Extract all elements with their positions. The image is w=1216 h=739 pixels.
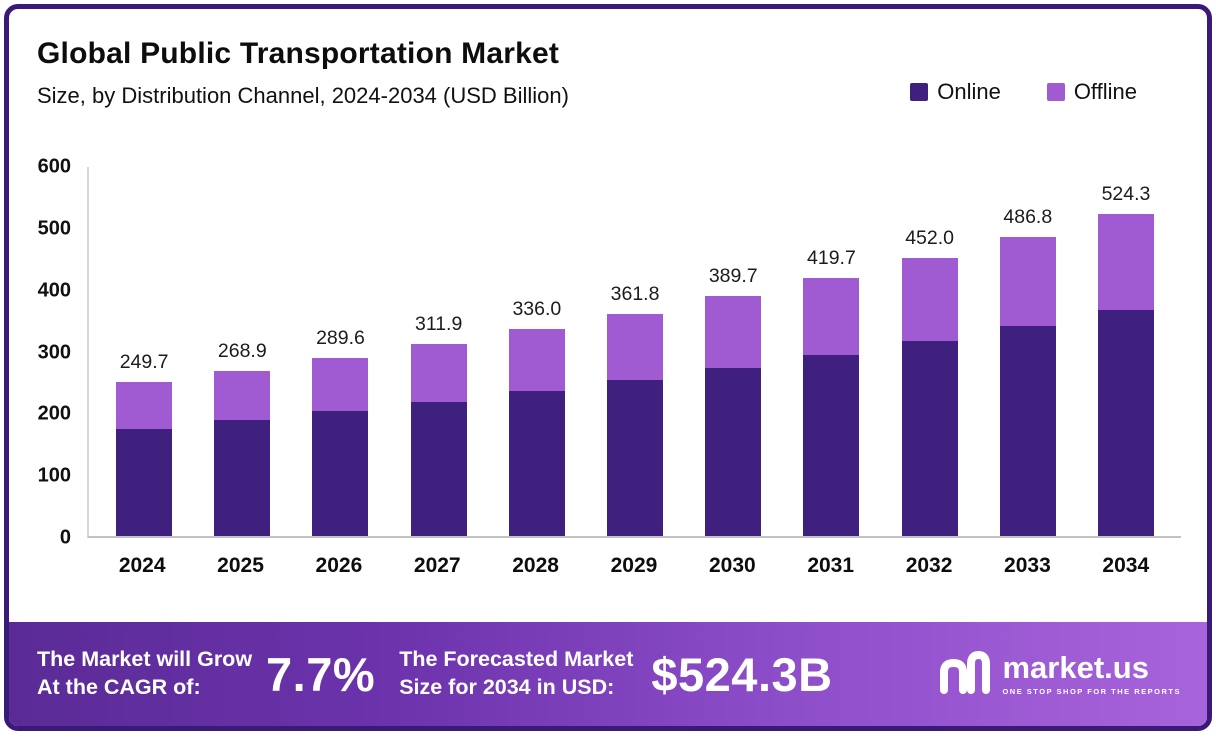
cagr-label-line1: The Market will Grow bbox=[37, 647, 253, 672]
market-us-logo-icon bbox=[938, 650, 992, 699]
plot-area: 249.7 268.9 289.6 311.9 336.0 361.8 389.7 419.7… bbox=[87, 167, 1181, 538]
legend-item-offline: Offline bbox=[1046, 79, 1137, 105]
bar-group: 249.7 bbox=[95, 167, 193, 536]
title-block: Global Public Transportation Market Size… bbox=[37, 37, 569, 109]
cagr-label-line2: At the CAGR of: bbox=[37, 675, 201, 699]
y-tick-label: 500 bbox=[37, 217, 71, 240]
bar-group: 419.7 bbox=[782, 167, 880, 536]
bar-total-label: 361.8 bbox=[610, 282, 660, 305]
legend-swatch bbox=[910, 83, 929, 101]
bar-group: 361.8 bbox=[586, 167, 684, 536]
bar-segment-offline bbox=[803, 277, 860, 356]
bar-segment-offline bbox=[410, 344, 467, 402]
y-tick-label: 300 bbox=[37, 341, 71, 363]
brand-tagline: ONE STOP SHOP FOR THE REPORTS bbox=[1002, 687, 1181, 697]
y-tick-label: 600 bbox=[37, 155, 71, 178]
bar-segment-online bbox=[1097, 310, 1154, 536]
cagr-value: 7.7% bbox=[266, 647, 376, 701]
bar-segment-online bbox=[999, 326, 1056, 536]
chart-header: Global Public Transportation Market Size… bbox=[9, 9, 1207, 109]
x-axis-label: 2027 bbox=[413, 554, 461, 577]
page-subtitle: Size, by Distribution Channel, 2024-2034… bbox=[37, 83, 569, 108]
bar-group: 289.6 bbox=[291, 167, 389, 536]
bar-group: 311.9 bbox=[390, 167, 488, 536]
legend-swatch bbox=[1046, 83, 1065, 101]
bar-group: 389.7 bbox=[684, 167, 782, 536]
x-axis-label: 2030 bbox=[708, 554, 756, 577]
brand-name: market.us bbox=[1002, 649, 1149, 685]
forecast-label: The Forecasted Market Size for 2034 in U… bbox=[399, 646, 633, 701]
y-tick-label: 200 bbox=[37, 402, 71, 425]
bar-segment-offline bbox=[312, 357, 369, 412]
bar-segment-online bbox=[901, 341, 958, 536]
bar-group: 452.0 bbox=[881, 167, 979, 536]
bar-segment-offline bbox=[901, 258, 958, 342]
bar-group: 268.9 bbox=[193, 167, 291, 536]
market-us-logo: market.us ONE STOP SHOP FOR THE REPORTS bbox=[938, 650, 1181, 699]
x-axis-label: 2033 bbox=[1004, 554, 1051, 577]
bar-segment-online bbox=[116, 428, 173, 536]
legend-label: Online bbox=[937, 79, 1001, 104]
bar-total-label: 311.9 bbox=[414, 313, 463, 336]
y-axis: 0 100 200 300 400 500 600 bbox=[9, 156, 87, 549]
forecast-label-line1: The Forecasted Market bbox=[399, 647, 634, 672]
bar-segment-online bbox=[214, 420, 271, 536]
forecast-value: $524.3B bbox=[651, 647, 833, 701]
plot-bars: 249.7 268.9 289.6 311.9 336.0 361.8 389.7 419.7… bbox=[89, 167, 1181, 536]
bar-total-label: 524.3 bbox=[1101, 182, 1151, 205]
bar-group: 336.0 bbox=[488, 167, 586, 536]
forecast-label-line2: Size for 2034 in USD: bbox=[399, 675, 615, 699]
bar-total-label: 336.0 bbox=[512, 298, 562, 321]
bar-total-label: 452.0 bbox=[905, 227, 954, 250]
bar-segment-online bbox=[410, 401, 467, 536]
brand-text: market.us ONE STOP SHOP FOR THE REPORTS bbox=[1002, 649, 1181, 697]
bar-segment-offline bbox=[214, 370, 271, 421]
y-tick-label: 400 bbox=[37, 279, 71, 302]
bar-segment-online bbox=[508, 391, 565, 536]
x-axis-label: 2031 bbox=[807, 554, 855, 577]
x-axis-label: 2028 bbox=[512, 554, 559, 577]
bar-total-label: 419.7 bbox=[807, 246, 856, 269]
bar-total-label: 249.7 bbox=[119, 351, 169, 374]
x-axis-label: 2025 bbox=[217, 554, 264, 577]
bar-segment-offline bbox=[1097, 213, 1154, 311]
bar-total-label: 289.6 bbox=[316, 326, 365, 349]
legend: Online Offline bbox=[910, 79, 1137, 105]
bar-total-label: 268.9 bbox=[217, 339, 267, 362]
bar-segment-offline bbox=[705, 296, 762, 369]
x-axis-label: 2029 bbox=[610, 554, 658, 577]
x-axis-label: 2032 bbox=[905, 554, 953, 577]
x-axis-label: 2026 bbox=[315, 554, 363, 577]
y-tick-label: 100 bbox=[37, 464, 71, 487]
legend-label: Offline bbox=[1073, 79, 1137, 104]
x-axis-label: 2034 bbox=[1102, 554, 1150, 577]
bar-total-label: 389.7 bbox=[708, 265, 758, 288]
bar-group: 524.3 bbox=[1077, 167, 1175, 536]
bar-total-label: 486.8 bbox=[1003, 205, 1053, 228]
chart-card: Global Public Transportation Market Size… bbox=[4, 4, 1212, 731]
x-axis: 2024 2025 2026 2027 2028 2029 2030 2031 2032 2033… bbox=[87, 538, 1181, 578]
bar-segment-offline bbox=[607, 313, 664, 381]
bar-segment-online bbox=[312, 411, 369, 536]
bar-chart: 0 100 200 300 400 500 600 249.7 268.9 289.6 311.9… bbox=[9, 156, 1181, 578]
bar-group: 486.8 bbox=[979, 167, 1077, 536]
footer-banner: The Market will Grow At the CAGR of: 7.7… bbox=[9, 622, 1207, 726]
x-axis-label: 2024 bbox=[118, 554, 166, 577]
page-title: Global Public Transportation Market bbox=[37, 37, 560, 70]
bar-segment-offline bbox=[508, 329, 565, 392]
bar-segment-online bbox=[705, 368, 762, 536]
y-tick-label: 0 bbox=[59, 526, 71, 549]
bar-segment-online bbox=[607, 380, 664, 536]
legend-item-online: Online bbox=[910, 79, 1001, 105]
cagr-label: The Market will Grow At the CAGR of: bbox=[37, 646, 252, 701]
bar-segment-offline bbox=[116, 382, 173, 429]
bar-segment-offline bbox=[999, 236, 1056, 327]
bar-segment-online bbox=[803, 355, 860, 536]
